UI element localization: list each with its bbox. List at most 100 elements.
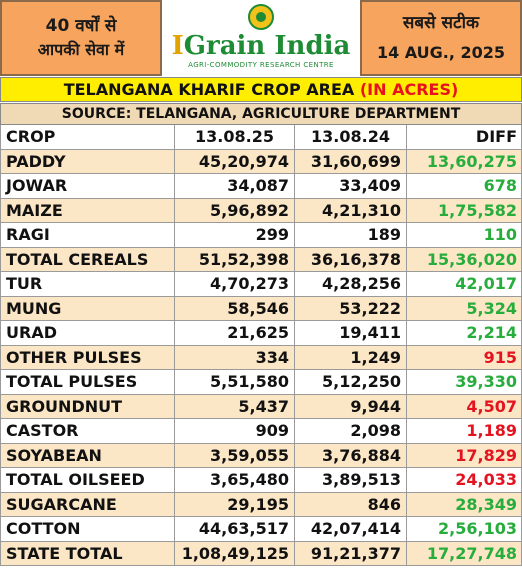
area-diff: 39,330: [407, 370, 522, 394]
area-2024: 3,89,513: [295, 468, 407, 492]
table-row: COTTON 44,63,517 42,07,414 2,56,103: [0, 517, 522, 542]
area-diff: 42,017: [407, 272, 522, 296]
crop-name: JOWAR: [0, 174, 175, 198]
table-row: GROUNDNUT 5,437 9,944 4,507: [0, 394, 522, 419]
crop-name: SUGARCANE: [0, 492, 175, 516]
area-diff: 4,507: [407, 394, 522, 418]
area-2025: 34,087: [175, 174, 295, 198]
area-2025: 909: [175, 419, 295, 443]
col-header-2024: 13.08.24: [295, 125, 407, 149]
area-diff: 1,189: [407, 419, 522, 443]
area-2025: 21,625: [175, 321, 295, 345]
brand-tagline: AGRI-COMMODITY RESEARCH CENTRE: [188, 61, 334, 69]
area-diff: 15,36,020: [407, 247, 522, 271]
col-header-diff: DIFF: [407, 125, 522, 149]
crop-name: URAD: [0, 321, 175, 345]
service-years-line1: 40 वर्षों से: [45, 16, 117, 36]
crop-name: PADDY: [0, 149, 175, 173]
report-date: 14 AUG., 2025: [376, 43, 506, 62]
crop-name: RAGI: [0, 223, 175, 247]
area-2024: 846: [295, 492, 407, 516]
area-diff: 5,324: [407, 296, 522, 320]
area-2024: 5,12,250: [295, 370, 407, 394]
table-row: TUR 4,70,273 4,28,256 42,017: [0, 272, 522, 297]
area-diff: 28,349: [407, 492, 522, 516]
table-row: MUNG 58,546 53,222 5,324: [0, 296, 522, 321]
service-years-line2: आपकी सेवा में: [37, 40, 125, 59]
area-2024: 9,944: [295, 394, 407, 418]
area-diff: 915: [407, 345, 522, 369]
area-2025: 3,65,480: [175, 468, 295, 492]
brand-name: IGrain India: [171, 31, 351, 61]
area-2025: 29,195: [175, 492, 295, 516]
area-2025: 58,546: [175, 296, 295, 320]
area-diff: 678: [407, 174, 522, 198]
source-line: SOURCE: TELANGANA, AGRICULTURE DEPARTMEN…: [0, 103, 522, 125]
area-2024: 19,411: [295, 321, 407, 345]
crop-name: TOTAL CEREALS: [0, 247, 175, 271]
area-2024: 36,16,378: [295, 247, 407, 271]
crop-name: SOYABEAN: [0, 443, 175, 467]
table-row: PADDY 45,20,974 31,60,699 13,60,275: [0, 149, 522, 174]
table-header-row: CROP 13.08.25 13.08.24 DIFF: [0, 125, 522, 150]
area-diff: 24,033: [407, 468, 522, 492]
area-diff: 17,829: [407, 443, 522, 467]
table-row: TOTAL PULSES 5,51,580 5,12,250 39,330: [0, 370, 522, 395]
area-2024: 4,21,310: [295, 198, 407, 222]
area-2024: 2,098: [295, 419, 407, 443]
area-2024: 53,222: [295, 296, 407, 320]
area-2025: 3,59,055: [175, 443, 295, 467]
crop-name: MUNG: [0, 296, 175, 320]
unit-label: (IN ACRES): [359, 80, 459, 99]
header: 40 वर्षों से आपकी सेवा में IGrain India …: [0, 0, 522, 76]
area-2024: 91,21,377: [295, 541, 407, 565]
crop-name: GROUNDNUT: [0, 394, 175, 418]
crop-name: MAIZE: [0, 198, 175, 222]
table-row: SOYABEAN 3,59,055 3,76,884 17,829: [0, 443, 522, 468]
report-title: TELANGANA KHARIF CROP AREA (IN ACRES): [0, 77, 522, 102]
table-row: RAGI 299 189 110: [0, 223, 522, 248]
table-row: CASTOR 909 2,098 1,189: [0, 419, 522, 444]
area-2025: 44,63,517: [175, 517, 295, 541]
area-2025: 334: [175, 345, 295, 369]
area-2024: 31,60,699: [295, 149, 407, 173]
crop-name: CASTOR: [0, 419, 175, 443]
area-2025: 5,437: [175, 394, 295, 418]
crop-area-table: CROP 13.08.25 13.08.24 DIFF PADDY 45,20,9…: [0, 125, 522, 566]
area-diff: 17,27,748: [407, 541, 522, 565]
area-diff: 2,56,103: [407, 517, 522, 541]
header-right-panel: सबसे सटीक 14 AUG., 2025: [360, 0, 522, 76]
area-diff: 2,214: [407, 321, 522, 345]
crop-name: TOTAL PULSES: [0, 370, 175, 394]
table-row: MAIZE 5,96,892 4,21,310 1,75,582: [0, 198, 522, 223]
crop-name: COTTON: [0, 517, 175, 541]
area-2025: 5,96,892: [175, 198, 295, 222]
area-2025: 299: [175, 223, 295, 247]
area-2024: 1,249: [295, 345, 407, 369]
area-2024: 33,409: [295, 174, 407, 198]
area-2025: 1,08,49,125: [175, 541, 295, 565]
area-2025: 4,70,273: [175, 272, 295, 296]
crop-name: OTHER PULSES: [0, 345, 175, 369]
grain-seal-icon: [248, 4, 274, 30]
area-diff: 110: [407, 223, 522, 247]
igrain-logo: IGrain India AGRI-COMMODITY RESEARCH CEN…: [162, 0, 360, 76]
crop-name: TOTAL OILSEED: [0, 468, 175, 492]
col-header-2025: 13.08.25: [175, 125, 295, 149]
crop-name: TUR: [0, 272, 175, 296]
header-left-panel: 40 वर्षों से आपकी सेवा में: [0, 0, 162, 76]
table-row: SUGARCANE 29,195 846 28,349: [0, 492, 522, 517]
area-2025: 5,51,580: [175, 370, 295, 394]
area-diff: 13,60,275: [407, 149, 522, 173]
table-row: TOTAL OILSEED 3,65,480 3,89,513 24,033: [0, 468, 522, 493]
table-row: URAD 21,625 19,411 2,214: [0, 321, 522, 346]
area-2024: 189: [295, 223, 407, 247]
table-row: JOWAR 34,087 33,409 678: [0, 174, 522, 199]
area-2025: 45,20,974: [175, 149, 295, 173]
crop-name: STATE TOTAL: [0, 541, 175, 565]
area-diff: 1,75,582: [407, 198, 522, 222]
area-2024: 4,28,256: [295, 272, 407, 296]
area-2024: 42,07,414: [295, 517, 407, 541]
area-2024: 3,76,884: [295, 443, 407, 467]
